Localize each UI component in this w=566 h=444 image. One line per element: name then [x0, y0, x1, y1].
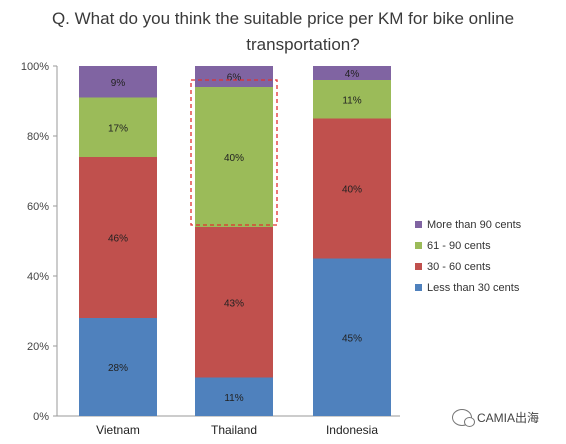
data-label: 9%	[111, 78, 126, 89]
legend-label: Less than 30 cents	[427, 282, 520, 294]
watermark: CAMIA出海	[452, 409, 540, 427]
bar-segment	[313, 80, 391, 119]
bar-segment	[195, 87, 273, 227]
data-label: 43%	[224, 298, 244, 309]
bar-segment	[313, 118, 391, 259]
x-category-label: Indonesia	[326, 423, 378, 437]
bar-segment	[195, 66, 273, 87]
data-label: 17%	[108, 123, 128, 134]
x-category-label: Vietnam	[96, 423, 140, 437]
bar-segment	[313, 258, 391, 416]
chart-title-line-1: Q. What do you think the suitable price …	[51, 9, 515, 28]
bar-segment	[79, 318, 157, 416]
legend-label: 61 - 90 cents	[427, 240, 491, 252]
bar-segment	[195, 227, 273, 378]
wechat-icon	[452, 409, 475, 427]
x-category-label: Thailand	[211, 423, 257, 437]
legend-swatch	[415, 284, 422, 291]
bar-segment	[313, 66, 391, 80]
chart-title: Q. What do you think the suitable price …	[0, 6, 566, 58]
data-label: 6%	[227, 73, 242, 84]
watermark-text: CAMIA出海	[477, 411, 540, 425]
y-tick-label: 0%	[33, 411, 49, 423]
data-label: 46%	[108, 234, 128, 245]
data-label: 45%	[342, 333, 362, 344]
bar-segment	[79, 66, 157, 98]
bar-segment	[79, 97, 157, 157]
data-label: 11%	[342, 95, 361, 106]
y-tick-label: 80%	[27, 131, 49, 143]
legend-swatch	[415, 221, 422, 228]
bar-segment	[195, 377, 273, 416]
data-label: 40%	[224, 153, 244, 164]
y-tick-label: 40%	[27, 271, 49, 283]
data-label: 4%	[345, 69, 360, 80]
y-tick-label: 60%	[27, 201, 49, 213]
highlight-box	[190, 79, 278, 226]
legend-swatch	[415, 263, 422, 270]
y-tick-label: 20%	[27, 341, 49, 353]
legend-label: 30 - 60 cents	[427, 261, 491, 273]
legend-swatch	[415, 242, 422, 249]
data-label: 40%	[342, 185, 362, 196]
chart-title-line-2: transportation?	[246, 35, 360, 54]
legend-label: More than 90 cents	[427, 219, 522, 231]
bar-segment	[79, 157, 157, 318]
y-tick-label: 100%	[21, 61, 49, 73]
data-label: 28%	[108, 363, 128, 374]
data-label: 11%	[224, 393, 243, 404]
